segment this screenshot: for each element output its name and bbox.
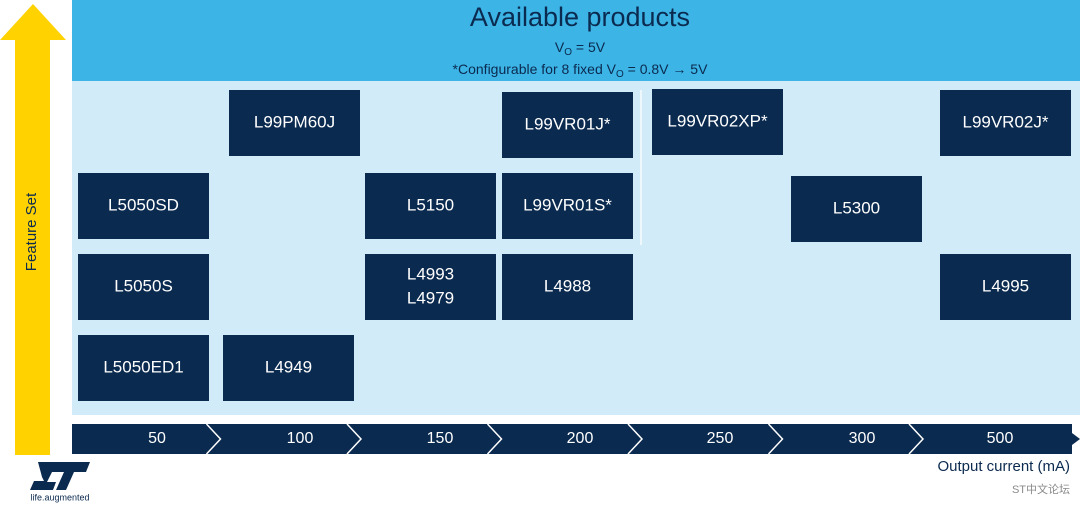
subtitle-line: VO = 5V [555, 39, 606, 58]
y-axis-label: Feature Set [23, 192, 40, 271]
text: *Configurable for 8 fixed V [453, 61, 617, 77]
axis-tip [1060, 424, 1080, 454]
product-box [365, 173, 496, 239]
product-label: L5300 [833, 198, 880, 217]
product-label: L5050SD [108, 195, 179, 214]
product-label: L4993 [407, 264, 454, 283]
product-box [940, 90, 1071, 156]
axis-tick-label: 200 [567, 430, 594, 447]
product-box [502, 92, 633, 158]
product-box [652, 89, 783, 155]
product-box [223, 335, 354, 401]
product-label: L4995 [982, 276, 1029, 295]
product-label: L99VR01J* [524, 114, 610, 133]
x-axis-label: Output current (mA) [937, 458, 1070, 475]
subscript: O [616, 69, 624, 80]
axis-tick-label: 300 [849, 430, 876, 447]
product-box [791, 176, 922, 242]
x-axis: 50 100 150 200 250 300 500 [72, 423, 1080, 455]
product-label: L4979 [407, 288, 454, 307]
subtitle-line: *Configurable for 8 fixed VO = 0.8V → 5V [453, 61, 709, 80]
product-box [78, 173, 209, 239]
product-box [365, 254, 496, 320]
product-label: L4949 [265, 357, 312, 376]
axis-band [72, 424, 1072, 454]
watermark: ST中文论坛 [1012, 482, 1070, 496]
product-label: L5150 [407, 195, 454, 214]
product-box [78, 335, 209, 401]
product-label: L99VR01S* [523, 195, 612, 214]
header-band [72, 0, 1080, 81]
product-label: L5050ED1 [103, 357, 183, 376]
title: Available products [470, 2, 690, 32]
product-box [229, 90, 360, 156]
chevron [908, 423, 925, 455]
product-label: L5050S [114, 276, 173, 295]
product-box [502, 173, 633, 239]
product-box [78, 254, 209, 320]
product-label: L99VR02J* [962, 112, 1048, 131]
logo-mark [30, 462, 90, 490]
text: = 5V [572, 39, 606, 55]
chevron [486, 423, 503, 455]
chevron [767, 423, 784, 455]
product-label: L99VR02XP* [667, 111, 768, 130]
product-label: L99PM60J [254, 112, 335, 131]
axis-tick-label: 100 [287, 430, 314, 447]
axis-tick-label: 500 [987, 430, 1014, 447]
text: V [555, 39, 565, 55]
text: = 0.8V → 5V [624, 61, 708, 77]
axis-tick-label: 50 [148, 430, 166, 447]
axis-tick-label: 150 [427, 430, 454, 447]
chevron [627, 423, 644, 455]
logo: life.augmented [30, 462, 90, 502]
subscript: O [564, 47, 572, 58]
product-box [940, 254, 1071, 320]
feature-arrow [0, 4, 66, 455]
logo-tagline: life.augmented [30, 492, 89, 502]
chevron [346, 423, 363, 455]
product-box [502, 254, 633, 320]
axis-tick-label: 250 [707, 430, 734, 447]
product-label: L4988 [544, 276, 591, 295]
chevron [205, 423, 222, 455]
products: L99PM60J L99VR01J* L99VR02XP* L99VR02J* L505… [78, 89, 1071, 401]
